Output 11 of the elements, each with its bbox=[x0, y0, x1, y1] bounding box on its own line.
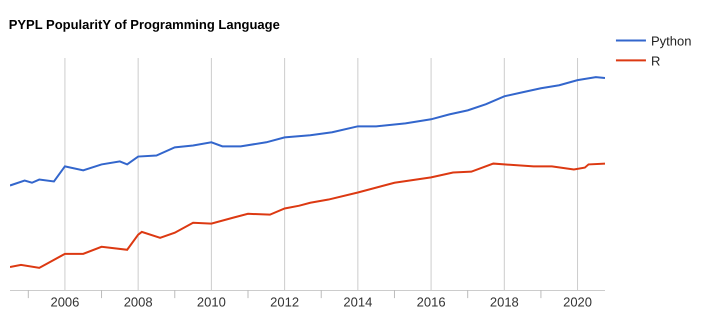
x-tick-label: 2010 bbox=[196, 294, 226, 310]
x-tick-label: 2008 bbox=[124, 294, 153, 310]
legend-label: R bbox=[650, 53, 660, 68]
legend-label: Python bbox=[650, 34, 692, 49]
x-tick-label: 2006 bbox=[50, 294, 80, 310]
x-tick-label: 2012 bbox=[270, 294, 300, 310]
x-tick-label: 2018 bbox=[490, 294, 519, 310]
x-tick-label: 2020 bbox=[563, 294, 592, 310]
x-tick-label: 2016 bbox=[416, 294, 446, 310]
x-tick-label: 2014 bbox=[343, 294, 372, 310]
chart-title: PYPL PopularitY of Programming Language bbox=[8, 17, 280, 32]
